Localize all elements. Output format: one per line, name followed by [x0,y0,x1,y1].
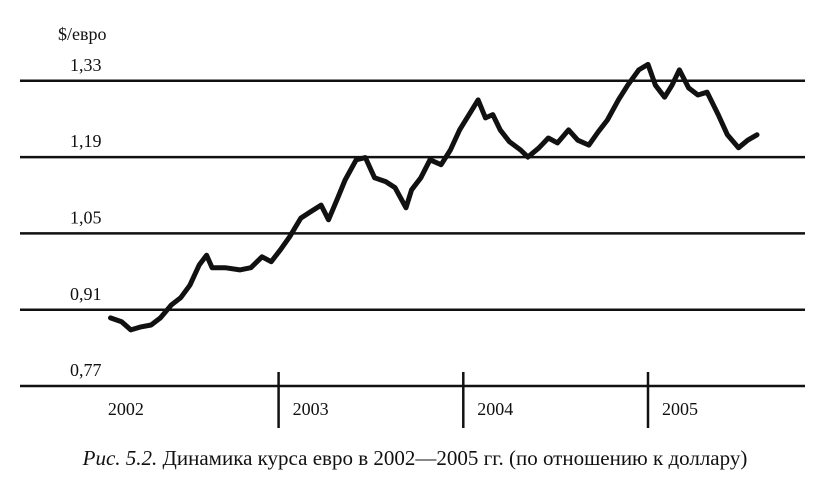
x-tick-label: 2002 [108,399,144,419]
y-tick-label: 1,05 [70,208,102,228]
y-tick-label: 0,91 [70,284,102,304]
rate-line [108,61,760,333]
caption-prefix: Рис. 5.2. [82,446,158,470]
x-tick-label: 2004 [477,399,513,419]
x-tick-label: 2005 [662,399,698,419]
caption: Рис. 5.2. Динамика курса евро в 2002—200… [82,446,748,470]
y-tick-label: 0,77 [70,360,102,380]
y-axis-label: $/евро [58,24,107,44]
x-tick-label: 2003 [293,399,329,419]
caption-text: Динамика курса евро в 2002—2005 гг. (по … [163,446,748,470]
y-tick-label: 1,33 [70,55,102,75]
y-tick-label: 1,19 [70,131,102,151]
